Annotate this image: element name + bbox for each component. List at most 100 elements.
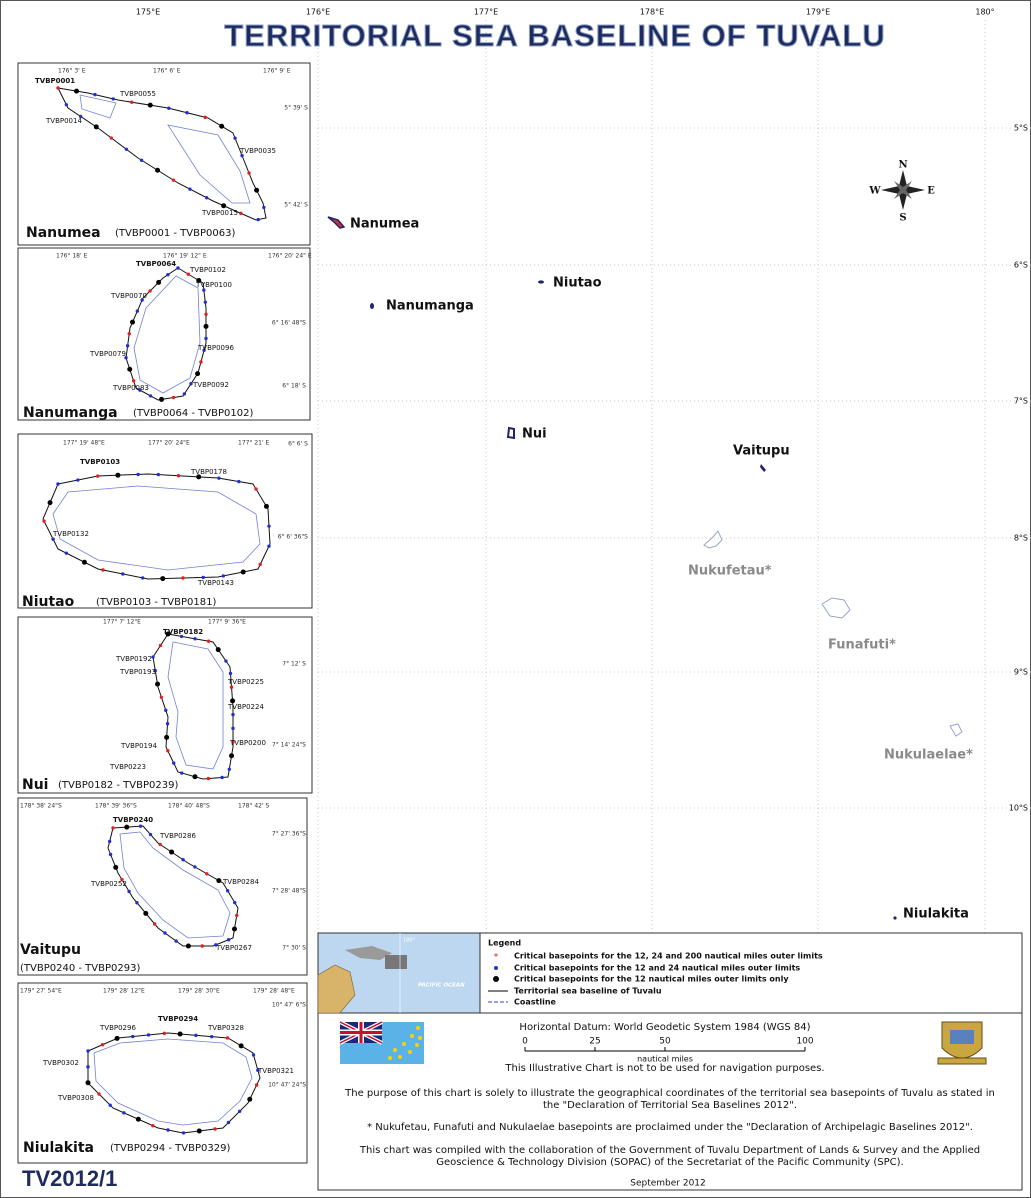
- basepoint: [165, 721, 170, 726]
- basepoint-label: TVBP0294: [158, 1015, 198, 1023]
- longitude-label: 178°E: [640, 8, 664, 17]
- coordinate-label: 176° 18' E: [56, 253, 88, 260]
- basepoint: [181, 858, 185, 862]
- island-shape: [327, 216, 346, 229]
- basepoint: [267, 544, 271, 548]
- basepoint: [202, 288, 206, 292]
- basepoint: [224, 659, 228, 663]
- basepoint: [95, 474, 100, 478]
- basepoint: [108, 1103, 112, 1107]
- legend-item: Critical basepoints for the 12 nautical …: [514, 975, 789, 984]
- latitude-label: 10°S: [1009, 804, 1028, 813]
- decoration: [410, 1034, 414, 1038]
- inset-name: Niutao: [22, 594, 75, 610]
- basepoint: [167, 106, 171, 110]
- png: [345, 946, 392, 960]
- basepoint: [203, 300, 207, 304]
- basepoint: [166, 273, 170, 277]
- basepoint-label: TVBP0225: [227, 678, 264, 686]
- decoration: [408, 1050, 412, 1054]
- compass-s: S: [899, 213, 906, 224]
- inset-range: (TVBP0001 - TVBP0063): [115, 228, 235, 239]
- latitude-label: 6°S: [1014, 261, 1028, 270]
- inset-name: Nui: [22, 777, 48, 793]
- decoration: [418, 1036, 422, 1040]
- basepoint: [201, 575, 205, 580]
- coordinate-label: 6° 18' S: [282, 383, 306, 390]
- basepoint: [153, 668, 157, 673]
- inset: 177° 19' 48"E 177° 20' 24"E 177° 21' E 6° 6…: [17, 433, 313, 610]
- locator-label: 180°: [403, 938, 416, 944]
- coordinate-label: 178° 42' S: [238, 803, 270, 810]
- basepoint: [164, 734, 170, 740]
- basepoint-label: TVBP0102: [189, 266, 226, 274]
- basepoint: [262, 205, 266, 210]
- basepoint: [162, 1031, 167, 1036]
- coordinate-label: 179° 28' 48"E: [253, 988, 295, 995]
- island-label: Nukufetau*: [688, 564, 772, 579]
- island-shape: [370, 303, 374, 309]
- compass-e: E: [927, 186, 935, 197]
- latitude-label: 7°S: [1014, 397, 1028, 406]
- basepoint: [193, 865, 197, 869]
- decoration: [903, 190, 912, 199]
- basepoint: [164, 708, 168, 713]
- purpose-note: the "Declaration of Territorial Sea Base…: [543, 1100, 797, 1111]
- compilation-note: Geoscience & Technology Division (SOPAC)…: [436, 1157, 903, 1168]
- legend-symbol: *: [494, 953, 499, 963]
- basepoint: [159, 396, 165, 402]
- island-label: Niulakita: [903, 907, 969, 922]
- basepoint: [180, 771, 184, 775]
- basepoint: [233, 900, 237, 905]
- basepoint: [229, 753, 235, 759]
- basepoint: [204, 196, 209, 200]
- island-shape: [703, 530, 723, 549]
- basepoint: [114, 1035, 120, 1041]
- legend-symbol: [493, 976, 499, 982]
- basepoint: [124, 147, 129, 151]
- basepoint: [171, 178, 176, 182]
- basepoint: [217, 476, 221, 480]
- basepoint: [254, 1083, 259, 1087]
- inset-name: Nanumanga: [23, 405, 118, 421]
- compass-rose: N S E W: [868, 160, 935, 224]
- scale-bar: 0 25 50 100 nautical miles: [522, 1037, 814, 1064]
- basepoint: [206, 776, 211, 781]
- coordinate-label: 177° 21' E: [238, 440, 270, 447]
- basepoint: [140, 298, 144, 302]
- basepoint: [204, 312, 208, 316]
- basepoint: [263, 503, 269, 509]
- basepoint: [108, 852, 113, 857]
- island-label: Nanumanga: [386, 299, 474, 314]
- basepoint: [247, 171, 251, 175]
- basepoint: [160, 576, 166, 582]
- basepoint: [225, 889, 230, 893]
- basepoint-label: TVBP0284: [222, 878, 259, 886]
- basepoint: [136, 472, 140, 477]
- longitude-label: 177°E: [474, 8, 498, 17]
- basepoint: [56, 482, 60, 486]
- coordinate-label: 177° 20' 24"E: [148, 440, 190, 447]
- coordinate-label: 7° 14' 24"S: [272, 742, 306, 749]
- basepoint: [179, 634, 184, 639]
- basepoint: [135, 1116, 141, 1122]
- scale-label: 100: [796, 1037, 813, 1047]
- baseline: [125, 267, 207, 401]
- disclaimer: This Illustrative Chart is not to be use…: [504, 1063, 824, 1074]
- basepoint: [86, 1065, 90, 1069]
- coordinate-label: 7° 30' S: [282, 945, 306, 952]
- inset-name: Nanumea: [26, 225, 101, 241]
- basepoint: [228, 671, 233, 676]
- basepoint: [200, 944, 204, 948]
- basepoint: [135, 901, 139, 905]
- island-label: Vaitupu: [733, 444, 790, 459]
- basepoint: [127, 889, 131, 894]
- locator-label: PACIFIC OCEAN: [418, 983, 465, 989]
- coordinate-label: 6° 16' 48"S: [272, 320, 306, 327]
- basepoint-label: TVBP0302: [42, 1059, 79, 1067]
- coordinate-label: 7° 12' S: [282, 661, 306, 668]
- basepoint-label: TVBP0240: [113, 816, 153, 824]
- basepoint: [130, 319, 136, 325]
- inset: 178° 38' 24"S 178° 39' 36"S 178° 40' 48"S 1…: [17, 797, 308, 976]
- inset-name: Niulakita: [23, 1140, 94, 1156]
